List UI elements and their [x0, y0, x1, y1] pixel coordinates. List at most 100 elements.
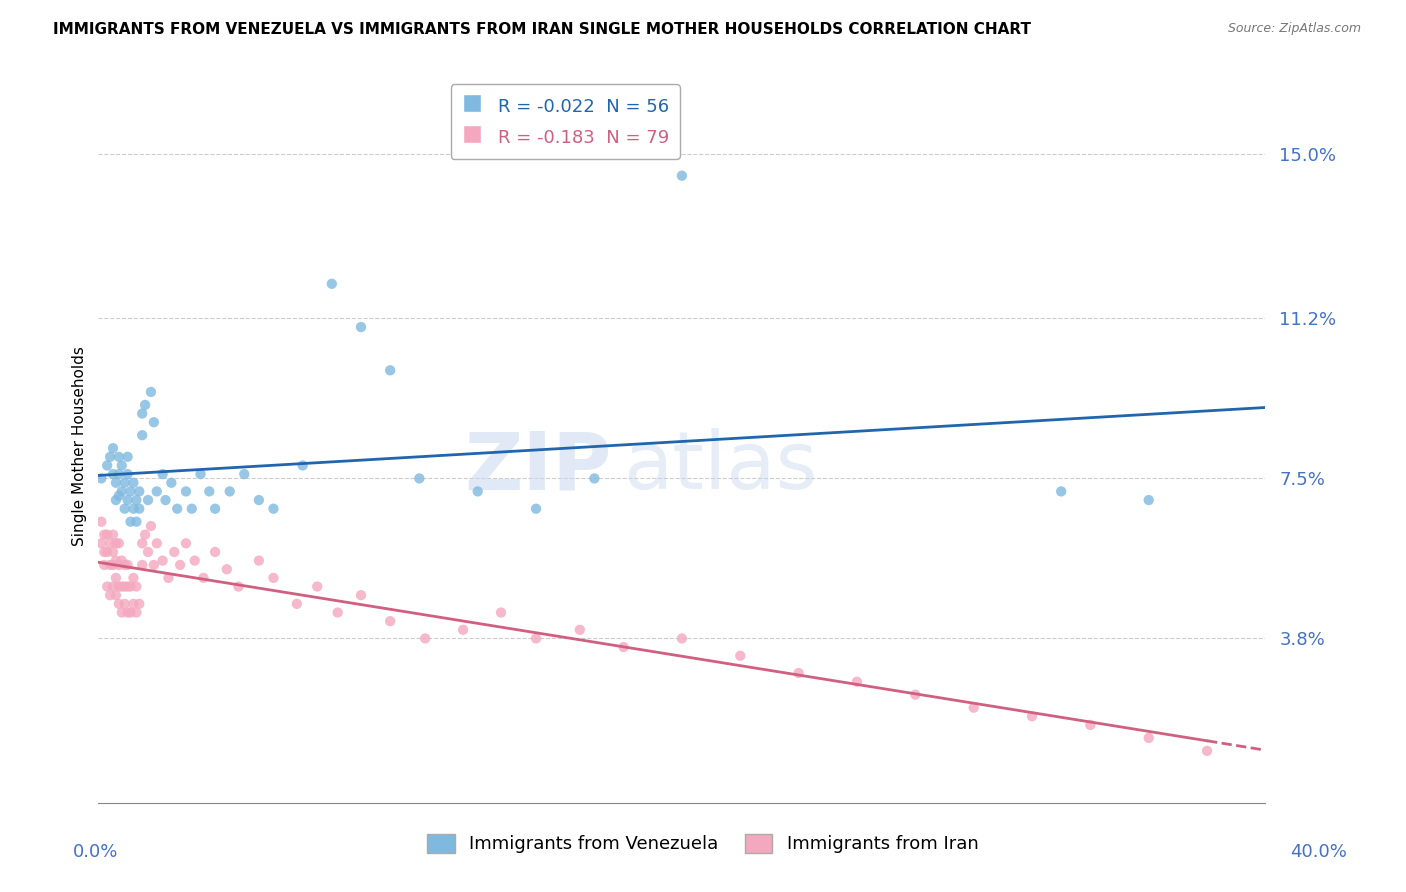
Point [114, 597, 136, 611]
Point [321, 277, 343, 291]
Point [568, 623, 591, 637]
Point [671, 632, 693, 646]
Point [142, 415, 165, 429]
Point [90, 536, 112, 550]
Point [174, 536, 197, 550]
Point [146, 536, 169, 550]
Point [108, 597, 131, 611]
Point [157, 571, 180, 585]
Point [155, 493, 177, 508]
Text: 0.0%: 0.0% [73, 843, 118, 861]
Point [108, 450, 131, 464]
Point [128, 501, 150, 516]
Point [101, 441, 124, 455]
Point [101, 580, 124, 594]
Point [146, 484, 169, 499]
Y-axis label: Single Mother Households: Single Mother Households [72, 346, 87, 546]
Point [174, 484, 197, 499]
Point [111, 580, 134, 594]
Point [122, 571, 145, 585]
Point [262, 501, 284, 516]
Point [152, 553, 174, 567]
Point [152, 467, 174, 482]
Point [380, 614, 402, 628]
Point [96, 458, 118, 473]
Point [1050, 484, 1073, 499]
Point [247, 493, 270, 508]
Text: IMMIGRANTS FROM VENEZUELA VS IMMIGRANTS FROM IRAN SINGLE MOTHER HOUSEHOLDS CORRE: IMMIGRANTS FROM VENEZUELA VS IMMIGRANTS … [53, 22, 1032, 37]
Point [117, 558, 139, 572]
Point [111, 606, 134, 620]
Point [98, 450, 121, 464]
Point [730, 648, 752, 663]
Point [134, 527, 156, 541]
Point [117, 467, 139, 482]
Point [122, 597, 145, 611]
Point [612, 640, 634, 654]
Point [122, 475, 145, 490]
Point [120, 515, 142, 529]
Point [962, 700, 984, 714]
Text: Source: ZipAtlas.com: Source: ZipAtlas.com [1227, 22, 1361, 36]
Point [125, 515, 148, 529]
Point [96, 545, 118, 559]
Point [350, 588, 373, 602]
Point [291, 458, 314, 473]
Point [93, 545, 115, 559]
Point [108, 489, 131, 503]
Point [1137, 731, 1160, 745]
Point [1021, 709, 1043, 723]
Point [131, 428, 153, 442]
Point [101, 545, 124, 559]
Text: ZIP: ZIP [464, 428, 612, 507]
Point [104, 475, 127, 490]
Point [104, 553, 127, 567]
Point [139, 519, 162, 533]
Point [204, 501, 226, 516]
Point [408, 471, 430, 485]
Point [101, 558, 124, 572]
Point [101, 467, 124, 482]
Point [117, 450, 139, 464]
Point [451, 623, 474, 637]
Point [1080, 718, 1102, 732]
Point [117, 580, 139, 594]
Point [163, 545, 186, 559]
Point [198, 484, 221, 499]
Point [98, 588, 121, 602]
Point [111, 553, 134, 567]
Point [204, 545, 226, 559]
Point [193, 571, 215, 585]
Point [413, 632, 436, 646]
Point [904, 688, 927, 702]
Point [262, 571, 284, 585]
Point [120, 606, 142, 620]
Point [108, 536, 131, 550]
Point [125, 606, 148, 620]
Point [247, 553, 270, 567]
Point [380, 363, 402, 377]
Point [114, 501, 136, 516]
Point [183, 553, 205, 567]
Point [131, 407, 153, 421]
Point [104, 536, 127, 550]
Point [583, 471, 606, 485]
Point [134, 398, 156, 412]
Point [125, 580, 148, 594]
Point [131, 558, 153, 572]
Point [93, 558, 115, 572]
Point [98, 536, 121, 550]
Point [90, 471, 112, 485]
Point [117, 493, 139, 508]
Point [160, 475, 183, 490]
Point [108, 467, 131, 482]
Point [90, 515, 112, 529]
Point [122, 501, 145, 516]
Point [104, 493, 127, 508]
Point [111, 484, 134, 499]
Point [285, 597, 308, 611]
Point [111, 458, 134, 473]
Point [93, 527, 115, 541]
Legend: R = -0.022  N = 56, R = -0.183  N = 79: R = -0.022 N = 56, R = -0.183 N = 79 [451, 84, 679, 159]
Point [846, 674, 869, 689]
